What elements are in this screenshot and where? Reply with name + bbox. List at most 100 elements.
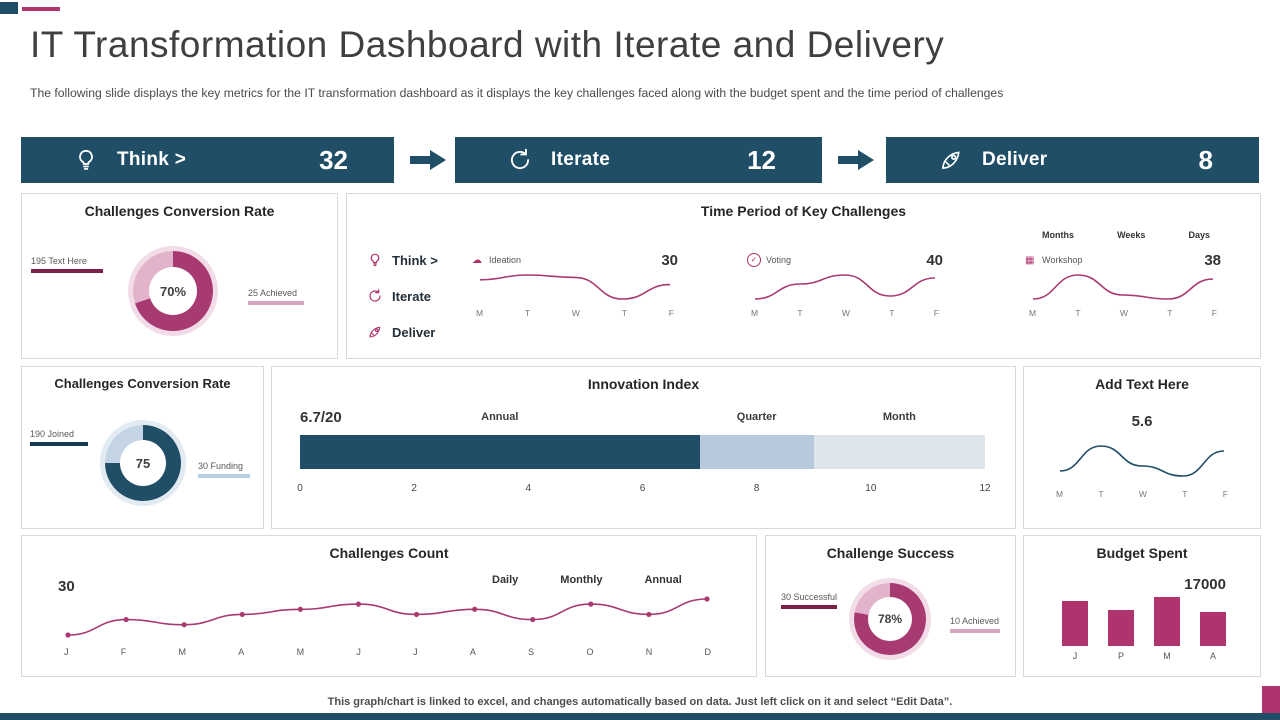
callout-bar bbox=[30, 442, 88, 446]
panel-title: Challenges Conversion Rate bbox=[54, 376, 231, 391]
legend-monthly: Monthly bbox=[560, 574, 603, 586]
voting-icon: ✓ bbox=[747, 253, 761, 267]
corner-accent-square bbox=[1262, 686, 1280, 713]
stacked-bar-track bbox=[300, 435, 985, 469]
banner-label: Iterate bbox=[551, 149, 611, 170]
panel-title: Challenge Success bbox=[826, 545, 955, 561]
iterate-icon bbox=[507, 147, 533, 173]
line-chart bbox=[1032, 274, 1214, 300]
legend-annual: Annual bbox=[644, 574, 682, 586]
banner-label: Think > bbox=[117, 149, 187, 170]
chart-value: 17000 bbox=[1184, 576, 1226, 593]
period-column-headers: Months Weeks Days bbox=[1042, 230, 1210, 240]
lightbulb-icon bbox=[367, 252, 383, 268]
donut-callout: 25 Achieved bbox=[248, 288, 304, 305]
rocket-icon bbox=[938, 147, 964, 173]
callout-bar bbox=[950, 629, 1000, 633]
sparkline-title: Voting bbox=[766, 255, 792, 265]
panel-challenges-conversion-rate-1: Challenges Conversion Rate 70% 195 Text … bbox=[21, 193, 338, 359]
panel-innovation-index: Innovation Index 6.7/20 Annual Quarter Mon… bbox=[271, 366, 1016, 529]
banner-iterate[interactable]: Iterate 12 bbox=[455, 137, 822, 183]
callout-bar bbox=[781, 605, 837, 609]
line-chart bbox=[65, 596, 710, 638]
donut-chart-success[interactable]: 78% bbox=[854, 583, 926, 655]
slide-accent-square bbox=[0, 2, 18, 14]
sparkline-value: 30 bbox=[661, 251, 678, 269]
innovation-index-chart[interactable]: 6.7/20 Annual Quarter Month 0 2 4 6 8 10 12 bbox=[297, 409, 991, 497]
donut-callout: 10 Achieved bbox=[950, 616, 1000, 633]
legend-daily: Daily bbox=[492, 574, 519, 586]
panel-title: Add Text Here bbox=[1095, 376, 1189, 392]
phase-legend: Think > Iterate Deliver bbox=[367, 250, 438, 358]
legend-item-deliver: Deliver bbox=[367, 322, 438, 342]
rocket-icon bbox=[367, 324, 383, 340]
workshop-icon: ▦ bbox=[1025, 254, 1035, 266]
sparkline-value: 40 bbox=[926, 251, 943, 269]
line-chart bbox=[754, 274, 936, 300]
banner-value: 32 bbox=[319, 144, 348, 175]
iterate-icon bbox=[367, 288, 383, 304]
callout-bar bbox=[31, 269, 103, 273]
panel-challenges-count: Challenges Count 30 Daily Monthly Annual… bbox=[21, 535, 757, 677]
donut-chart-conversion-2[interactable]: 75 bbox=[105, 425, 181, 501]
legend-item-iterate: Iterate bbox=[367, 286, 438, 306]
donut-callout: 30 Successful bbox=[781, 592, 837, 609]
banner-deliver[interactable]: Deliver 8 bbox=[886, 137, 1259, 183]
flow-arrow-icon bbox=[838, 149, 874, 171]
banner-think[interactable]: Think > 32 bbox=[21, 137, 394, 183]
segment-labels: Annual Quarter Month bbox=[481, 411, 916, 423]
chart-value: 30 bbox=[58, 578, 75, 595]
banner-value: 12 bbox=[747, 144, 776, 175]
donut-center-label: 75 bbox=[120, 440, 166, 486]
panel-title: Innovation Index bbox=[587, 376, 700, 392]
banner-label: Deliver bbox=[982, 149, 1048, 170]
bottom-strip bbox=[0, 713, 1280, 720]
donut-callout: 190 Joined bbox=[30, 429, 88, 446]
panel-title: Time Period of Key Challenges bbox=[700, 203, 907, 219]
flow-arrow-icon bbox=[410, 149, 446, 171]
column-days: Days bbox=[1188, 230, 1210, 240]
panel-title: Challenges Count bbox=[329, 545, 449, 561]
legend-item-think: Think > bbox=[367, 250, 438, 270]
bars bbox=[1052, 594, 1236, 646]
panel-title: Budget Spent bbox=[1096, 545, 1188, 561]
line-chart bbox=[1059, 445, 1225, 477]
donut-center-label: 78% bbox=[868, 597, 912, 641]
line-chart bbox=[479, 274, 671, 300]
slide-accent-line bbox=[22, 7, 60, 11]
sparkline-value: 38 bbox=[1204, 251, 1221, 269]
column-months: Months bbox=[1042, 230, 1074, 240]
chart-value: 5.6 bbox=[1131, 413, 1153, 430]
panel-time-period: Time Period of Key Challenges Months Wee… bbox=[346, 193, 1261, 359]
sparkline-title: Ideation bbox=[489, 255, 522, 265]
axis-ticks: 0 2 4 6 8 10 12 bbox=[297, 483, 991, 494]
page-subtitle: The following slide displays the key met… bbox=[30, 86, 1004, 100]
donut-center-label: 70% bbox=[149, 267, 197, 315]
chart-legend: Daily Monthly Annual bbox=[492, 574, 682, 586]
banner-value: 8 bbox=[1198, 144, 1213, 175]
panel-challenges-conversion-rate-2: Challenges Conversion Rate 75 190 Joined… bbox=[21, 366, 264, 529]
footer-note: This graph/chart is linked to excel, and… bbox=[327, 696, 953, 708]
panel-title: Challenges Conversion Rate bbox=[84, 203, 275, 219]
callout-bar bbox=[198, 474, 250, 478]
callout-bar bbox=[248, 301, 304, 305]
donut-chart-conversion-1[interactable]: 70% bbox=[133, 251, 213, 331]
panel-challenge-success: Challenge Success 78% 30 Successful 10 A… bbox=[765, 535, 1016, 677]
donut-callout: 30 Funding bbox=[198, 461, 250, 478]
donut-callout: 195 Text Here bbox=[31, 256, 103, 273]
